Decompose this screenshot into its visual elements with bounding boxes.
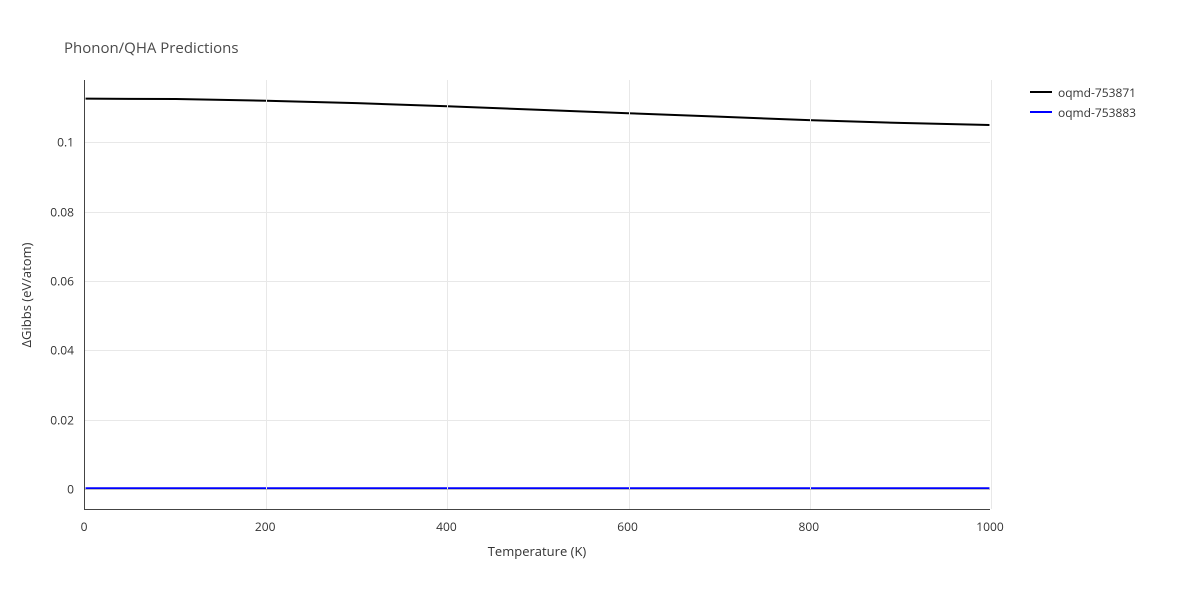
legend-swatch	[1030, 111, 1052, 113]
y-tick-label: 0	[34, 481, 74, 498]
x-tick-label: 400	[436, 518, 457, 535]
legend-item[interactable]: oqmd-753883	[1030, 102, 1136, 122]
legend-label: oqmd-753883	[1058, 104, 1136, 121]
plot-area	[84, 80, 990, 510]
y-tick-label: 0.02	[34, 411, 74, 428]
gridline-h	[85, 350, 990, 351]
gridline-v	[991, 80, 992, 509]
x-tick-label: 200	[255, 518, 276, 535]
x-tick-label: 1000	[976, 518, 1003, 535]
gridline-h	[85, 420, 990, 421]
gridline-h	[85, 212, 990, 213]
y-axis-label: ΔGibbs (eV/atom)	[17, 243, 35, 348]
chart-title: Phonon/QHA Predictions	[64, 38, 239, 58]
gridline-h	[85, 142, 990, 143]
legend: oqmd-753871 oqmd-753883	[1030, 82, 1136, 122]
legend-label: oqmd-753871	[1058, 84, 1136, 101]
legend-item[interactable]: oqmd-753871	[1030, 82, 1136, 102]
gridline-v	[447, 80, 448, 509]
legend-swatch	[1030, 91, 1052, 93]
gridline-v	[266, 80, 267, 509]
x-tick-label: 0	[81, 518, 88, 535]
series-canvas	[85, 80, 990, 509]
zero-line	[85, 489, 990, 490]
y-tick-label: 0.1	[34, 134, 74, 151]
y-tick-label: 0.06	[34, 273, 74, 290]
y-tick-label: 0.04	[34, 342, 74, 359]
gridline-h	[85, 281, 990, 282]
x-axis-label: Temperature (K)	[488, 542, 587, 560]
series-line	[86, 99, 990, 125]
x-tick-label: 800	[799, 518, 820, 535]
gridline-v	[810, 80, 811, 509]
y-tick-label: 0.08	[34, 203, 74, 220]
gridline-v	[629, 80, 630, 509]
x-tick-label: 600	[617, 518, 638, 535]
